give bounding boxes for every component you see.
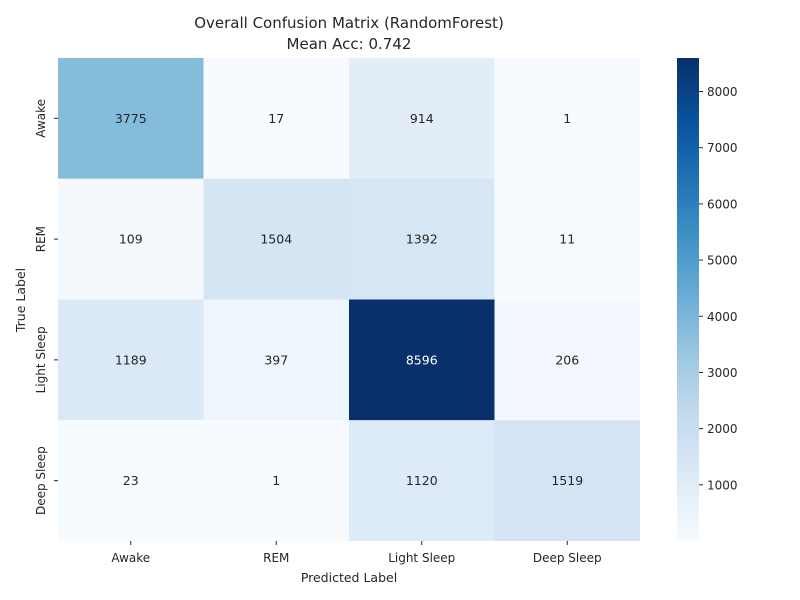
cell-value-label: 397 (264, 352, 288, 367)
cell-awake-awake (58, 58, 204, 179)
cell-awake-deep-sleep (494, 58, 640, 179)
cell-deep-sleep-light-sleep (349, 420, 495, 541)
cell-light-sleep-light-sleep (349, 299, 495, 421)
cell-light-sleep-awake (58, 299, 204, 421)
heatmap-cells: 3775 17 914 1 109 1504 1392 11 1189 397 8596 206 23 1… (58, 58, 640, 541)
cell-value-label: 1120 (406, 473, 438, 488)
y-tick-label: Awake (34, 99, 48, 138)
colorbar-tick-label: 3000 (707, 366, 738, 380)
colorbar (677, 58, 699, 541)
cell-rem-deep-sleep (494, 178, 640, 300)
cell-value-label: 23 (123, 473, 139, 488)
y-axis-ticks: Awake REM Light Sleep Deep Sleep (34, 99, 58, 515)
cell-value-label: 109 (119, 232, 143, 247)
y-tick-label: Deep Sleep (34, 446, 48, 515)
colorbar-tick-label: 1000 (707, 478, 738, 492)
x-axis-ticks: Awake REM Light Sleep Deep Sleep (111, 541, 602, 565)
cell-value-label: 1519 (551, 473, 583, 488)
cell-value-label: 1 (272, 473, 280, 488)
cell-awake-rem (203, 58, 349, 179)
colorbar-ticks: 1000 2000 3000 4000 5000 6000 7000 8000 (699, 85, 738, 492)
chart-subtitle: Mean Acc: 0.742 (287, 35, 412, 53)
x-tick-label: Awake (111, 551, 150, 565)
y-tick-label: Light Sleep (34, 326, 48, 393)
cell-rem-awake (58, 178, 204, 300)
cell-value-label: 914 (410, 111, 434, 126)
colorbar-tick-label: 6000 (707, 197, 738, 211)
cell-value-label: 1189 (115, 352, 147, 367)
x-tick-label: REM (263, 551, 289, 565)
cell-value-label: 8596 (406, 352, 438, 367)
x-tick-label: Deep Sleep (533, 551, 602, 565)
cell-rem-light-sleep (349, 178, 495, 300)
cell-awake-light-sleep (349, 58, 495, 179)
x-axis-label: Predicted Label (301, 570, 397, 585)
cell-deep-sleep-deep-sleep (494, 420, 640, 541)
cell-value-label: 11 (559, 232, 575, 247)
colorbar-tick-label: 8000 (707, 85, 738, 99)
cell-light-sleep-deep-sleep (494, 299, 640, 421)
colorbar-tick-label: 2000 (707, 422, 738, 436)
colorbar-tick-label: 5000 (707, 254, 738, 268)
cell-value-label: 3775 (115, 111, 147, 126)
x-tick-label: Light Sleep (388, 551, 455, 565)
cell-rem-rem (203, 178, 349, 300)
colorbar-tick-label: 4000 (707, 310, 738, 324)
cell-value-label: 1392 (406, 232, 438, 247)
colorbar-tick-label: 7000 (707, 141, 738, 155)
y-tick-label: REM (34, 226, 48, 252)
cell-deep-sleep-awake (58, 420, 204, 541)
cell-value-label: 206 (555, 352, 579, 367)
y-axis-label: True Label (13, 268, 28, 333)
chart-title: Overall Confusion Matrix (RandomForest) (194, 14, 504, 32)
cell-value-label: 17 (268, 111, 284, 126)
cell-value-label: 1 (563, 111, 571, 126)
cell-deep-sleep-rem (203, 420, 349, 541)
cell-light-sleep-rem (203, 299, 349, 421)
cell-value-label: 1504 (260, 232, 292, 247)
